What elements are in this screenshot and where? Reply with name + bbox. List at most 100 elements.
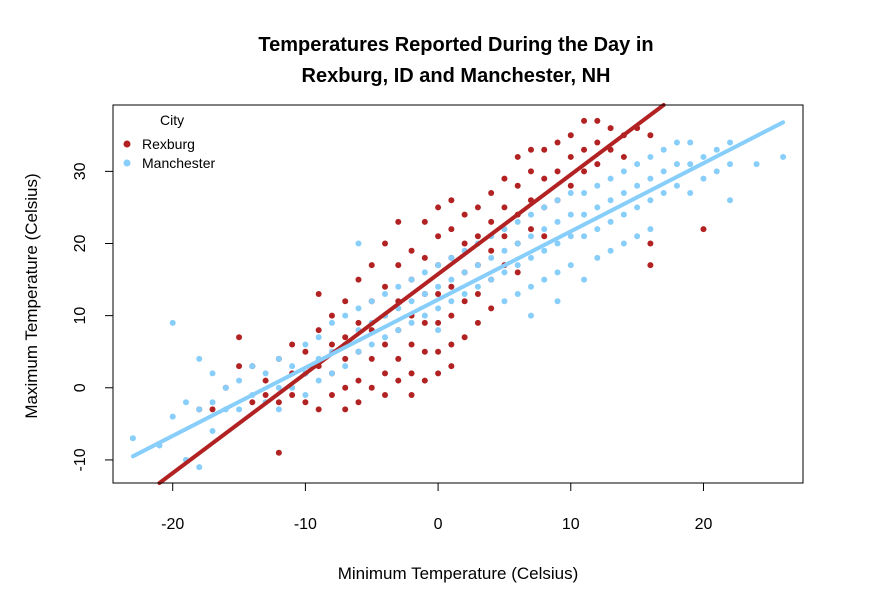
data-point-manchester [474, 262, 481, 269]
data-point-manchester [634, 161, 641, 168]
data-point-manchester [554, 269, 561, 276]
data-point-rexburg [461, 211, 468, 218]
data-point-rexburg [395, 218, 402, 225]
data-point-rexburg [527, 226, 534, 233]
data-point-manchester [727, 197, 734, 204]
data-point-manchester [567, 262, 574, 269]
data-point-rexburg [368, 262, 375, 269]
data-point-manchester [713, 146, 720, 153]
data-point-rexburg [408, 370, 415, 377]
data-point-rexburg [461, 334, 468, 341]
data-point-rexburg [408, 391, 415, 398]
data-point-manchester [687, 161, 694, 168]
data-point-rexburg [289, 391, 296, 398]
data-point-manchester [382, 334, 389, 341]
data-point-manchester [488, 276, 495, 283]
plot-frame [112, 104, 804, 484]
data-point-manchester [687, 190, 694, 197]
data-point-rexburg [315, 327, 322, 334]
data-point-rexburg [289, 341, 296, 348]
legend-title: City [160, 112, 184, 128]
data-point-manchester [554, 298, 561, 305]
data-point-manchester [249, 363, 256, 370]
data-point-rexburg [448, 283, 455, 290]
data-point-rexburg [448, 363, 455, 370]
data-point-rexburg [647, 132, 654, 139]
data-point-manchester [673, 182, 680, 189]
data-point-rexburg [554, 168, 561, 175]
data-point-rexburg [647, 240, 654, 247]
data-point-manchester [421, 291, 428, 297]
data-point-rexburg [488, 305, 495, 312]
data-point-rexburg [514, 153, 521, 160]
data-point-rexburg [408, 247, 415, 254]
data-point-manchester [554, 218, 561, 225]
data-point-manchester [328, 370, 335, 377]
data-point-manchester [275, 384, 282, 391]
data-point-rexburg [581, 117, 588, 124]
data-point-manchester [222, 384, 229, 391]
data-point-manchester [727, 161, 734, 168]
data-point-rexburg [581, 168, 588, 175]
data-point-rexburg [262, 377, 269, 384]
data-point-manchester [541, 204, 548, 211]
data-point-manchester [673, 139, 680, 146]
data-point-manchester [647, 175, 654, 182]
data-point-rexburg [501, 175, 508, 182]
data-point-rexburg [368, 384, 375, 391]
data-point-manchester [209, 370, 216, 377]
data-point-manchester [501, 298, 508, 305]
data-point-manchester [328, 319, 335, 326]
data-point-rexburg [249, 399, 256, 406]
data-point-manchester [647, 197, 654, 204]
data-point-rexburg [368, 355, 375, 362]
data-point-manchester [567, 190, 574, 197]
data-point-rexburg [435, 291, 442, 297]
data-point-manchester [567, 211, 574, 218]
chart-title-line-1: Temperatures Reported During the Day in [258, 34, 653, 56]
data-point-rexburg [421, 377, 428, 384]
legend-marker-manchester [123, 159, 131, 167]
data-point-manchester [129, 435, 136, 442]
data-point-rexburg [474, 291, 481, 297]
data-point-rexburg [382, 391, 389, 398]
data-point-rexburg [488, 190, 495, 197]
data-point-manchester [196, 464, 203, 471]
data-point-rexburg [488, 247, 495, 254]
data-point-rexburg [594, 161, 601, 168]
data-point-manchester [461, 269, 468, 276]
data-point-rexburg [382, 283, 389, 290]
data-point-manchester [554, 197, 561, 204]
data-point-manchester [753, 161, 760, 168]
series-manchester-points [129, 139, 787, 471]
data-point-manchester [594, 254, 601, 261]
data-point-rexburg [421, 254, 428, 261]
data-point-manchester [209, 428, 216, 435]
data-point-manchester [581, 190, 588, 197]
data-point-manchester [527, 283, 534, 290]
y-axis-label: Maximum Temperature (Celsius) [22, 173, 41, 418]
data-point-manchester [660, 146, 667, 153]
data-point-manchester [435, 305, 442, 312]
data-point-rexburg [395, 355, 402, 362]
y-tick-label: -10 [72, 448, 89, 471]
data-point-manchester [448, 276, 455, 283]
data-point-manchester [514, 262, 521, 269]
legend-marker-rexburg [123, 140, 131, 148]
data-point-manchester [368, 298, 375, 305]
data-point-rexburg [342, 298, 349, 305]
data-point-manchester [315, 377, 322, 384]
data-point-rexburg [342, 334, 349, 341]
data-point-manchester [647, 226, 654, 233]
data-point-rexburg [501, 204, 508, 211]
data-point-rexburg [448, 226, 455, 233]
data-point-rexburg [435, 319, 442, 326]
data-point-manchester [368, 341, 375, 348]
y-tick-label: 0 [72, 383, 89, 392]
data-point-rexburg [209, 406, 216, 413]
data-point-rexburg [461, 298, 468, 305]
data-point-manchester [607, 247, 614, 254]
data-point-rexburg [236, 334, 243, 341]
data-point-rexburg [567, 182, 574, 189]
